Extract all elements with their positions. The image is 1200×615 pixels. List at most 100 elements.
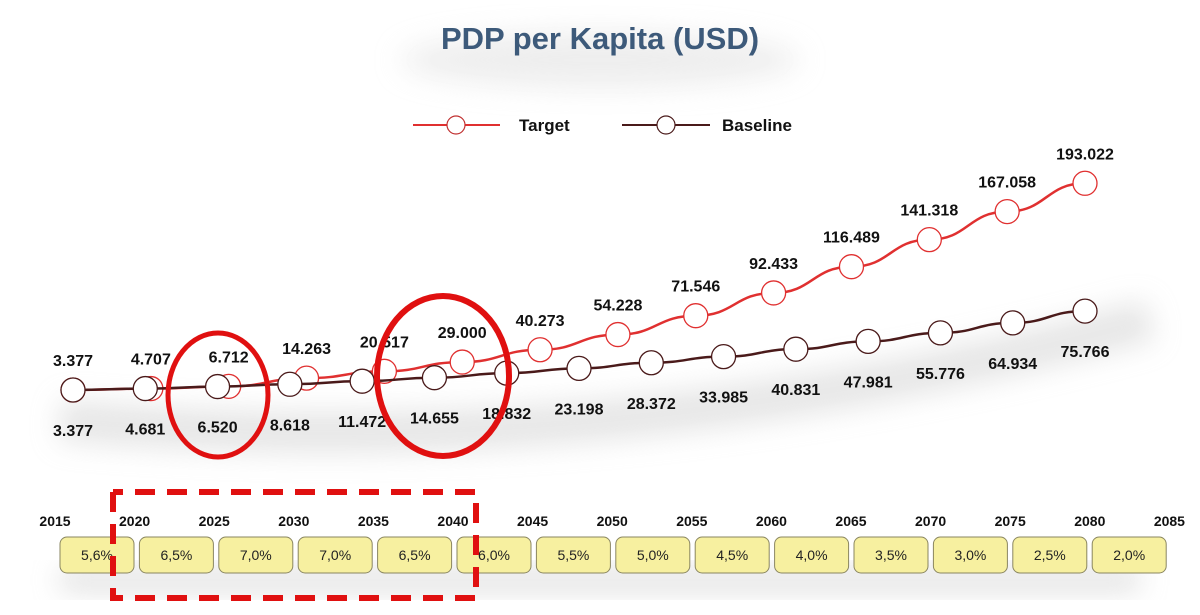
target-data-label: 141.318	[900, 203, 958, 220]
target-data-label: 193.022	[1056, 146, 1114, 163]
growth-rate-box: 3,5%	[853, 536, 929, 574]
baseline-data-label: 18.832	[482, 406, 531, 423]
baseline-point	[204, 373, 231, 400]
target-point	[683, 303, 709, 329]
baseline-point	[1072, 298, 1098, 324]
x-tick-label: 2075	[995, 513, 1026, 529]
highlight-ellipse-2040	[374, 293, 512, 459]
x-tick-label: 2070	[915, 513, 946, 529]
growth-rate-label: 5,5%	[557, 547, 589, 563]
chart-title: PDP per Kapita (USD)	[441, 21, 759, 56]
target-point	[760, 280, 787, 306]
target-data-label: 4.707	[131, 352, 171, 369]
growth-rate-box: 2,0%	[1091, 536, 1167, 574]
growth-rate-label: 2,5%	[1034, 547, 1066, 563]
legend-baseline: Baseline	[622, 115, 792, 135]
growth-rate-box: 2,5%	[1012, 536, 1088, 574]
target-point	[916, 226, 942, 253]
target-data-label: 3.377	[53, 353, 93, 370]
growth-rate-label: 7,0%	[319, 547, 351, 563]
baseline-point	[855, 328, 881, 355]
baseline-point	[60, 377, 86, 403]
target-data-label: 167.058	[978, 175, 1036, 192]
target-point	[605, 321, 631, 348]
growth-rate-label: 6,0%	[478, 547, 510, 563]
baseline-data-label: 3.377	[53, 423, 93, 440]
baseline-point	[132, 375, 158, 402]
baseline-data-label: 40.831	[771, 382, 820, 399]
x-tick-label: 2055	[676, 513, 707, 529]
x-tick-label: 2020	[119, 513, 150, 529]
target-data-label: 6.712	[209, 349, 249, 366]
growth-rate-box: 4,0%	[774, 536, 850, 574]
target-data-label: 92.433	[749, 256, 798, 273]
baseline-point	[566, 355, 592, 382]
baseline-data-label: 23.198	[555, 401, 604, 418]
baseline-point	[783, 336, 809, 362]
annotations	[110, 293, 512, 601]
baseline-data-label: 64.934	[988, 356, 1037, 373]
baseline-data-label: 4.681	[125, 422, 165, 439]
growth-rate-label: 6,5%	[160, 547, 192, 563]
target-data-label: 116.489	[823, 230, 880, 247]
baseline-data-label: 75.766	[1061, 344, 1110, 361]
baseline-data-label: 6.520	[198, 420, 238, 437]
baseline-data-label: 28.372	[627, 396, 676, 413]
growth-rate-box: 6,5%	[138, 536, 214, 574]
target-point	[838, 254, 865, 280]
growth-rate-box: 4,5%	[694, 536, 770, 574]
x-tick-label: 2065	[835, 513, 866, 529]
highlight-ellipse-2025	[165, 330, 271, 460]
x-tick-label: 2025	[199, 513, 230, 529]
target-point	[449, 349, 475, 375]
growth-rate-box: 5,6%	[59, 536, 135, 574]
baseline-point	[1000, 310, 1026, 336]
baseline-data-label: 14.655	[410, 411, 459, 428]
legend-baseline-label: Baseline	[722, 116, 792, 135]
target-data-label: 71.546	[671, 279, 720, 296]
baseline-point	[349, 368, 375, 394]
growth-rate-box: 7,0%	[218, 536, 294, 574]
baseline-data-label: 8.618	[270, 417, 310, 434]
growth-rate-box: 3,0%	[932, 536, 1008, 574]
legend: Target Baseline	[413, 115, 792, 135]
baseline-point	[638, 350, 664, 376]
x-tick-label: 2085	[1154, 513, 1185, 529]
baseline-point	[421, 365, 448, 391]
growth-rate-box: 6,0%	[456, 536, 532, 574]
target-point	[527, 337, 553, 363]
growth-rate-box: 5,0%	[615, 536, 691, 574]
growth-rate-box: 5,5%	[535, 536, 611, 574]
x-tick-label: 2030	[278, 513, 309, 529]
target-data-label: 29.000	[438, 325, 487, 342]
baseline-data-label: 33.985	[699, 390, 748, 407]
target-data-label: 54.228	[593, 298, 642, 315]
target-data-label: 14.263	[282, 341, 331, 358]
x-tick-label: 2050	[597, 513, 628, 529]
growth-rate-label: 5,6%	[81, 547, 113, 563]
series-baseline: 3.377 4.681 6.520 8.618 11.472 14.655 18.832 23…	[53, 298, 1110, 440]
x-tick-label: 2045	[517, 513, 548, 529]
baseline-data-label: 47.981	[844, 374, 893, 391]
legend-target-label: Target	[519, 116, 570, 135]
growth-rate-label: 5,0%	[637, 547, 669, 563]
baseline-point	[927, 320, 954, 346]
growth-rate-label: 6,5%	[399, 547, 431, 563]
growth-rate-box: 7,0%	[297, 536, 373, 574]
growth-rate-label: 7,0%	[240, 547, 272, 563]
target-point	[994, 198, 1020, 225]
baseline-point	[277, 371, 303, 397]
baseline-data-label: 55.776	[916, 366, 965, 383]
growth-rate-label: 3,5%	[875, 547, 907, 563]
legend-target: Target	[413, 115, 570, 135]
x-tick-label: 2035	[358, 513, 389, 529]
target-data-label: 40.273	[516, 313, 565, 330]
baseline-data-label: 11.472	[338, 414, 386, 431]
growth-rate-label: 4,5%	[716, 547, 748, 563]
growth-rate-label: 2,0%	[1113, 547, 1145, 563]
growth-rate-label: 4,0%	[796, 547, 828, 563]
growth-rate-label: 3,0%	[954, 547, 986, 563]
x-tick-label: 2040	[437, 513, 468, 529]
x-tick-label: 2080	[1074, 513, 1105, 529]
